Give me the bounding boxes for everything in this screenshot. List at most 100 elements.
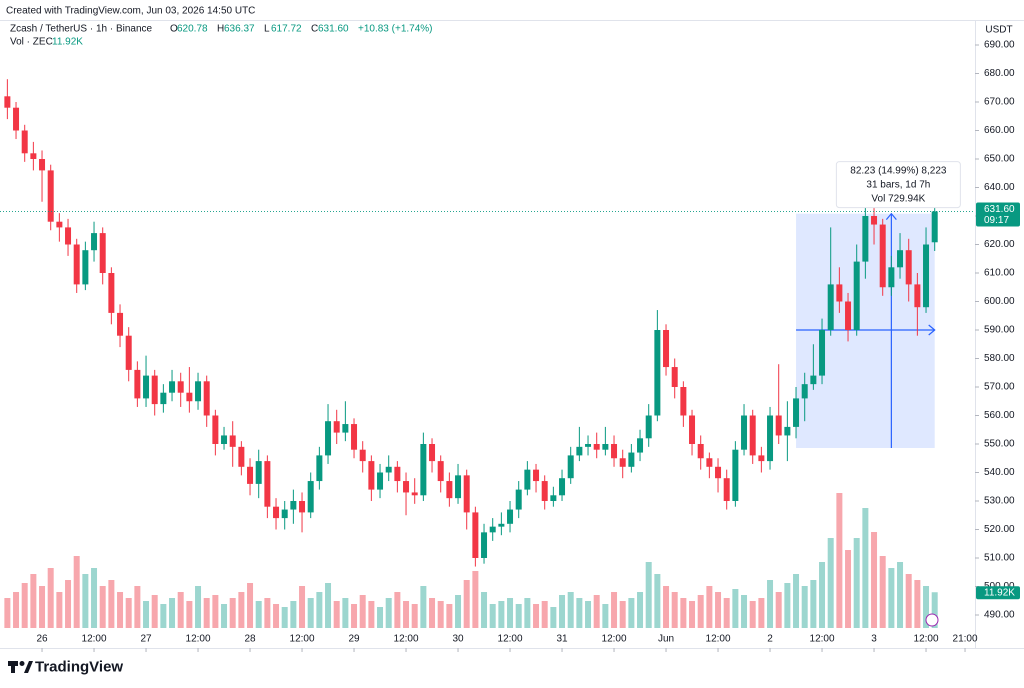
- candle-body: [680, 387, 687, 416]
- volume-bar: [645, 562, 652, 628]
- candle-body: [793, 398, 800, 427]
- volume-bar: [99, 586, 106, 628]
- volume-bar: [203, 598, 210, 628]
- volume-bar: [333, 601, 340, 628]
- candle-body: [21, 130, 28, 154]
- volume-bar: [897, 562, 904, 628]
- symbol: Zcash / TetherUS · 1h · Binance: [10, 24, 153, 35]
- volume-bar: [637, 592, 644, 628]
- volume-bar: [212, 595, 219, 628]
- candle-body: [39, 159, 46, 171]
- candle-body: [775, 415, 782, 436]
- candle-body: [567, 455, 574, 479]
- volume-bar: [697, 595, 704, 628]
- measure-text: Vol 729.94K: [871, 193, 925, 204]
- candle-body: [905, 250, 912, 285]
- y-tick-label: 650.00: [984, 154, 1015, 165]
- volume-name: Vol · ZEC: [10, 37, 53, 48]
- ohlc-value: 631.60: [318, 24, 349, 35]
- candle-body: [13, 107, 20, 131]
- y-tick-label: 590.00: [984, 325, 1015, 336]
- candle-body: [229, 435, 236, 447]
- candle-body: [663, 330, 670, 368]
- candle-body: [715, 466, 722, 479]
- candle-body: [420, 444, 427, 496]
- volume-bar: [359, 595, 366, 628]
- volume-bar: [515, 604, 522, 628]
- ohlc-value: 636.37: [224, 24, 255, 35]
- candle-body: [472, 512, 479, 558]
- candle-body: [749, 415, 756, 456]
- volume-bar: [827, 538, 834, 628]
- y-tick-label: 620.00: [984, 239, 1015, 250]
- x-tick-label: 29: [348, 634, 360, 645]
- alert-icon: [925, 613, 939, 627]
- volume-bar: [767, 580, 774, 628]
- y-tick-label: 680.00: [984, 68, 1015, 79]
- volume-bar: [455, 595, 462, 628]
- volume-bar: [879, 556, 886, 628]
- candle-body: [351, 424, 358, 450]
- volume-tag-label: 11.92K: [984, 587, 1015, 598]
- candle-body: [628, 452, 635, 467]
- candle-body: [281, 509, 288, 519]
- volume-tag: [976, 586, 1020, 600]
- measure-text: 82.23 (14.99%) 8,223: [850, 165, 947, 176]
- candle-body: [836, 284, 843, 302]
- ohlc-label: H: [217, 24, 224, 35]
- candle-body: [897, 250, 904, 268]
- volume-bar: [689, 601, 696, 628]
- candle-body: [238, 446, 245, 467]
- candle-body: [879, 224, 886, 288]
- volume-bar: [238, 592, 245, 628]
- volume-bar: [273, 604, 280, 628]
- volume-bar: [229, 598, 236, 628]
- candle-body: [706, 458, 713, 467]
- volume-bar: [871, 532, 878, 628]
- ohlc-label: C: [311, 24, 318, 35]
- volume-bar: [108, 580, 115, 628]
- volume-bar: [385, 598, 392, 628]
- volume-bar: [793, 574, 800, 628]
- candle-body: [333, 421, 340, 433]
- candle-body: [264, 461, 271, 507]
- volume-bar: [177, 592, 184, 628]
- candle-body: [4, 96, 11, 108]
- x-tick-label: 12:00: [810, 634, 835, 645]
- candle-body: [741, 415, 748, 450]
- volume-bar: [403, 601, 410, 628]
- volume-bar: [593, 595, 600, 628]
- x-tick-label: 12:00: [498, 634, 523, 645]
- x-tick-label: 12:00: [914, 634, 939, 645]
- volume-bar: [524, 598, 531, 628]
- x-tick-label: 12:00: [290, 634, 315, 645]
- volume-bar: [368, 601, 375, 628]
- candle-body: [117, 312, 124, 336]
- candle-body: [923, 244, 930, 308]
- volume-bar: [21, 583, 28, 628]
- currency: USDT: [985, 25, 1012, 36]
- candle-body: [819, 330, 826, 376]
- x-tick-label: 30: [452, 634, 464, 645]
- x-tick-label: 12:00: [186, 634, 211, 645]
- candle-body: [611, 444, 618, 459]
- volume-bar: [91, 568, 98, 628]
- candle-body: [541, 481, 548, 501]
- x-tick-label: 27: [140, 634, 152, 645]
- volume-bar: [221, 604, 228, 628]
- volume-bar: [437, 601, 444, 628]
- candle-body: [316, 455, 323, 482]
- volume-bar: [342, 598, 349, 628]
- volume-bar: [489, 604, 496, 628]
- volume-bar: [550, 607, 557, 628]
- volume-bar: [888, 568, 895, 628]
- candle-body: [585, 444, 592, 447]
- volume-bar: [507, 598, 514, 628]
- candle-body: [125, 335, 132, 370]
- candle-body: [446, 481, 453, 499]
- volume-bar: [654, 574, 661, 628]
- candle-body: [177, 381, 184, 393]
- y-tick-label: 660.00: [984, 125, 1015, 136]
- volume-bar: [758, 598, 765, 628]
